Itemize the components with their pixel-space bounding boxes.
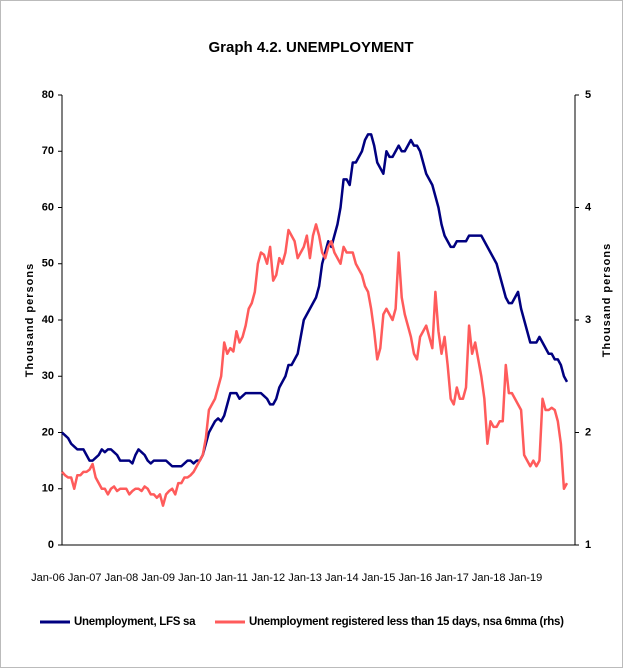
x-tick-label: Jan-12 <box>252 572 286 584</box>
y2-tick-label: 4 <box>585 201 592 213</box>
x-tick-label: Jan-13 <box>288 572 322 584</box>
y-tick-label: 60 <box>42 201 54 213</box>
x-tick-label: Jan-10 <box>178 572 212 584</box>
y-tick-label: 20 <box>42 426 54 438</box>
x-tick-label: Jan-06 <box>31 572 65 584</box>
x-tick-label: Jan-09 <box>141 572 175 584</box>
x-tick-label: Jan-18 <box>472 572 506 584</box>
y-tick-label: 50 <box>42 258 54 270</box>
y-tick-label: 0 <box>48 539 54 551</box>
y-axis-label: Thousand persons <box>24 263 36 377</box>
y2-tick-label: 1 <box>585 539 591 551</box>
legend-label: Unemployment registered less than 15 day… <box>249 616 564 628</box>
x-tick-label: Jan-15 <box>362 572 396 584</box>
x-tick-label: Jan-19 <box>509 572 543 584</box>
x-tick-label: Jan-14 <box>325 572 359 584</box>
x-tick-label: Jan-08 <box>105 572 139 584</box>
legend-label: Unemployment, LFS sa <box>74 616 196 628</box>
y-tick-label: 10 <box>42 483 54 495</box>
y-tick-label: 30 <box>42 370 54 382</box>
series-line <box>61 133 569 468</box>
chart-title: Graph 4.2. UNEMPLOYMENT <box>208 39 413 56</box>
y2-tick-label: 3 <box>585 314 591 326</box>
x-tick-label: Jan-07 <box>68 572 102 584</box>
y-tick-label: 40 <box>42 314 54 326</box>
y-tick-label: 80 <box>42 89 54 101</box>
y-tick-label: 70 <box>42 145 54 157</box>
x-tick-label: Jan-16 <box>398 572 432 584</box>
y2-axis-label: Thousand persons <box>601 243 613 357</box>
y2-tick-label: 2 <box>585 426 591 438</box>
x-tick-label: Jan-11 <box>215 572 248 584</box>
y2-tick-label: 5 <box>585 89 591 101</box>
series-line <box>61 223 569 507</box>
x-tick-label: Jan-17 <box>435 572 469 584</box>
